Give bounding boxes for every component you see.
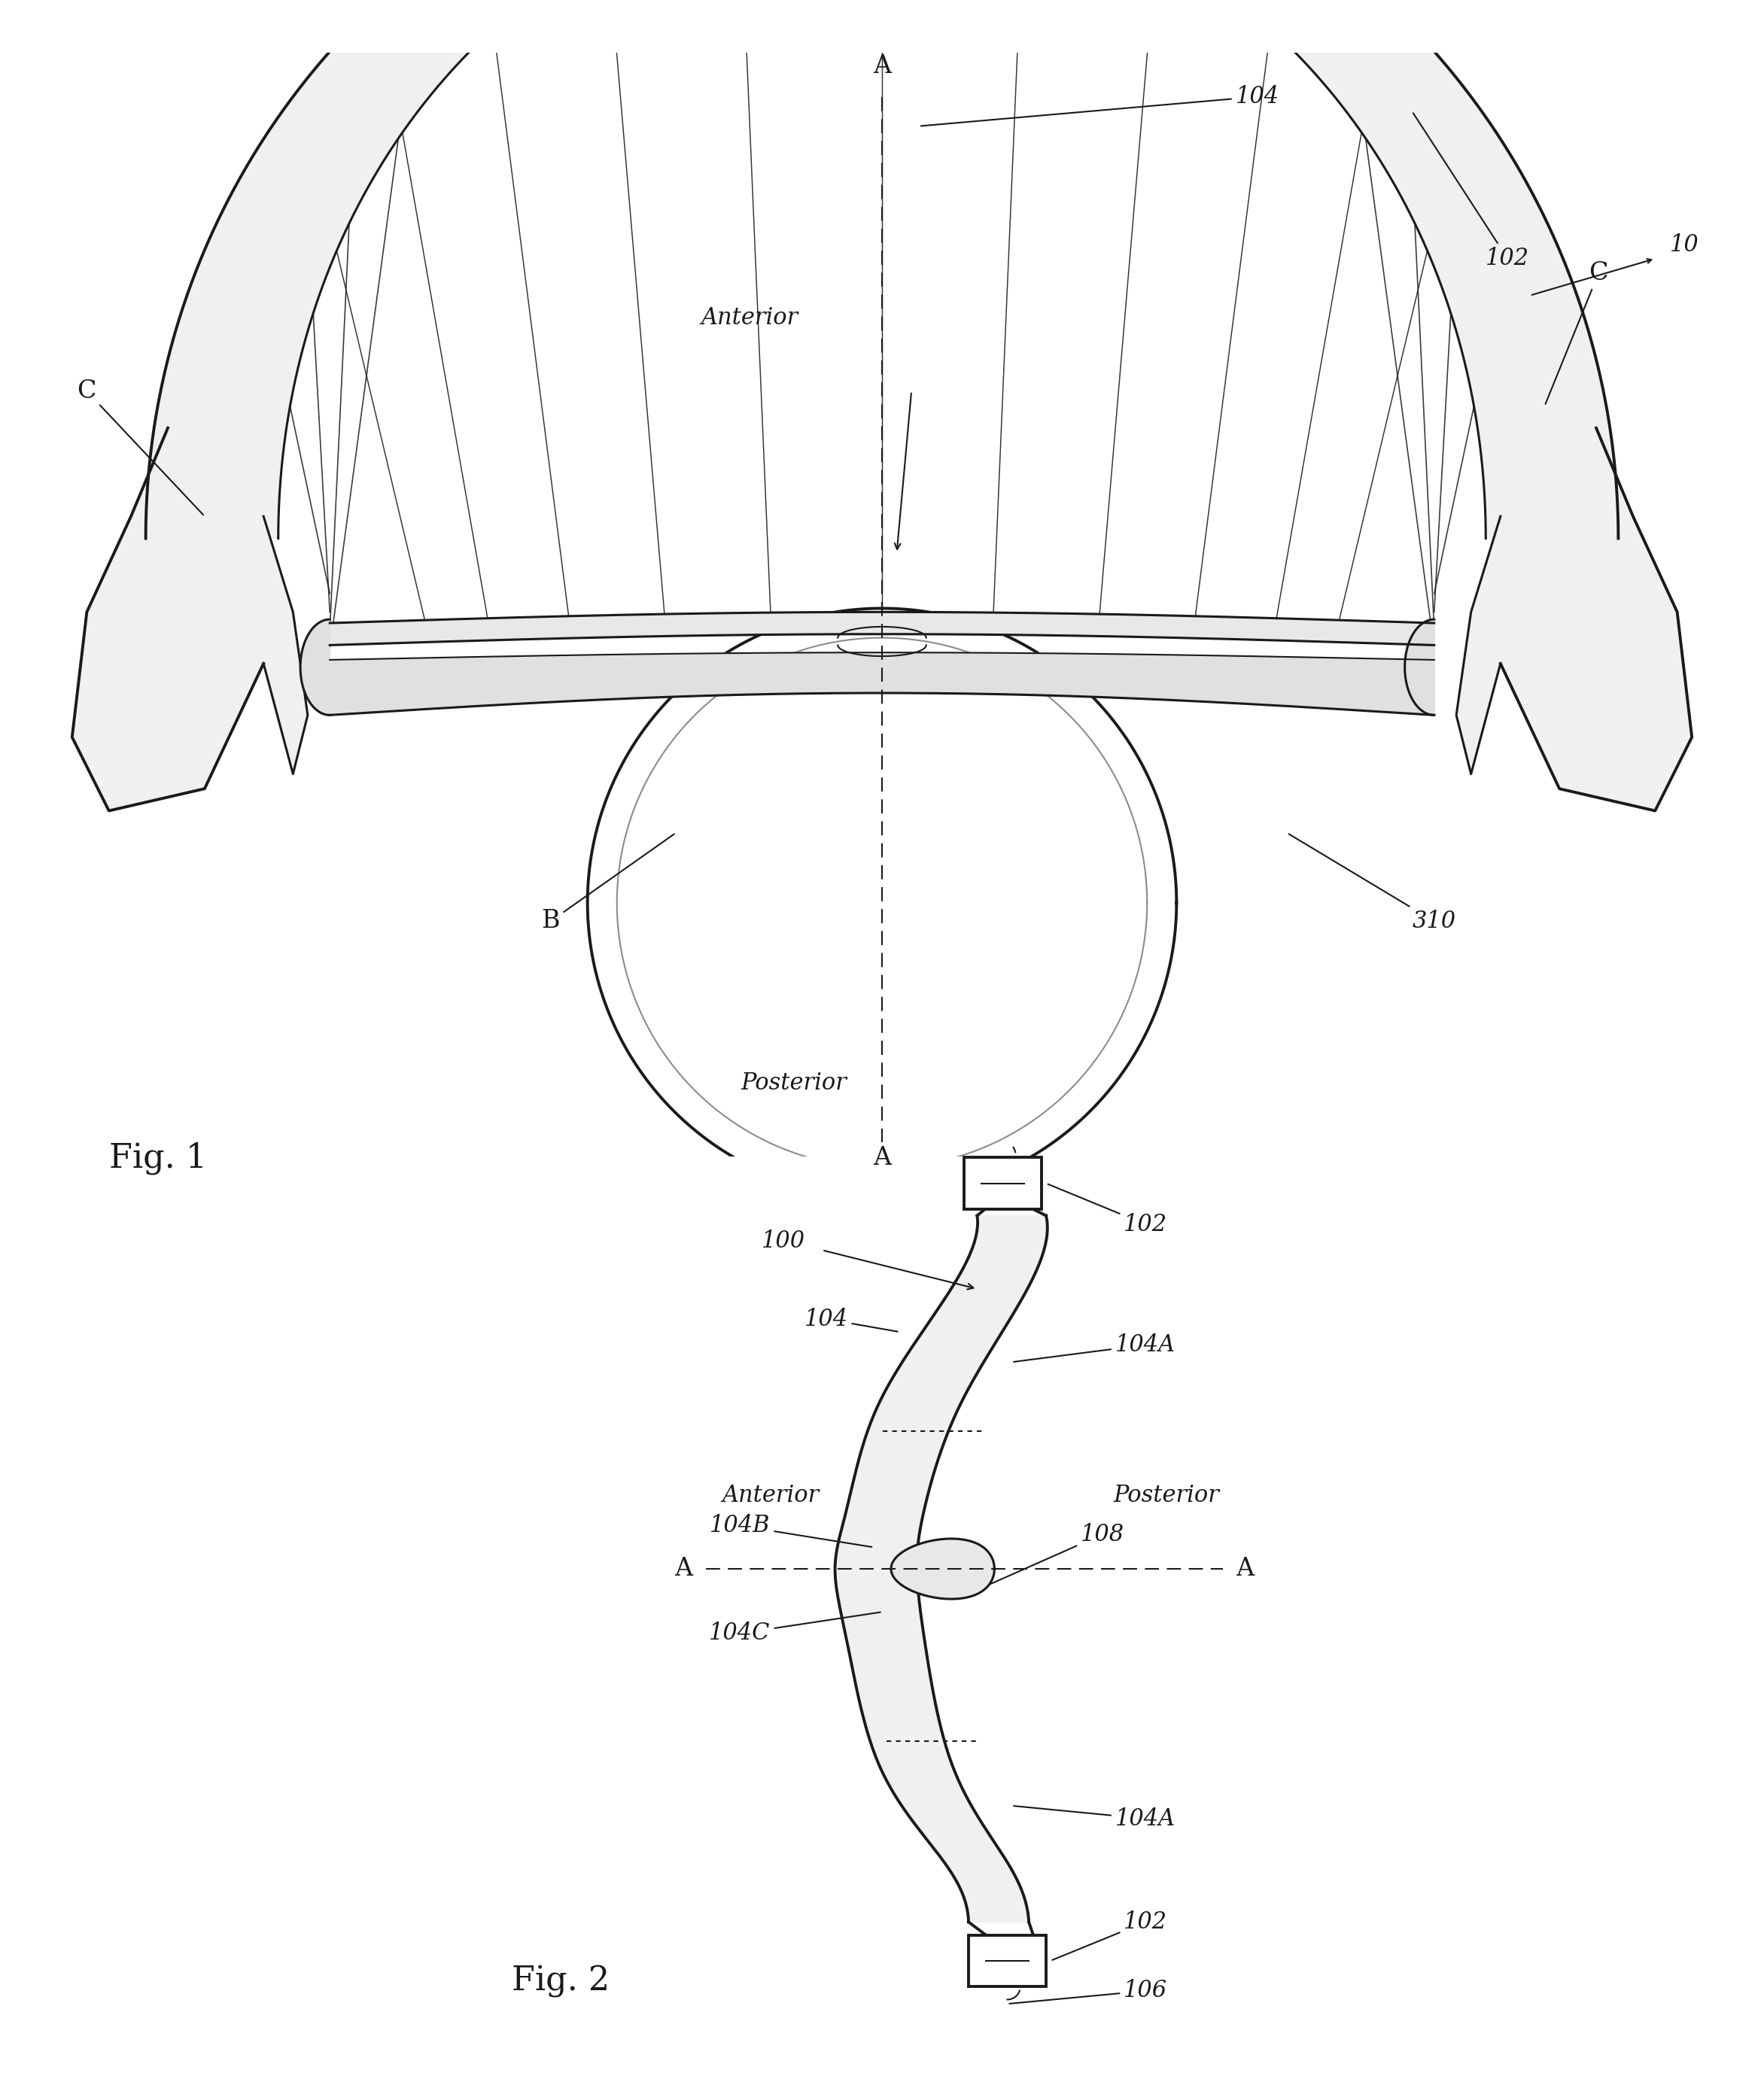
Text: 102: 102 (1048, 1184, 1168, 1236)
Text: 106: 106 (1009, 1979, 1168, 2004)
Text: 104A: 104A (1014, 1332, 1175, 1362)
Text: Posterior: Posterior (1113, 1485, 1219, 1507)
Polygon shape (330, 613, 1434, 644)
Text: 102: 102 (1053, 1910, 1168, 1960)
Text: A: A (1235, 1557, 1254, 1580)
Text: A: A (873, 1147, 891, 1170)
Text: Fig. 2: Fig. 2 (512, 1964, 610, 1997)
Text: Anterior: Anterior (721, 1485, 818, 1507)
Text: Posterior: Posterior (741, 1072, 847, 1095)
Text: Fig. 1: Fig. 1 (109, 1143, 206, 1174)
Polygon shape (72, 427, 307, 811)
Text: 104: 104 (921, 85, 1279, 125)
Text: C: C (78, 379, 203, 515)
FancyBboxPatch shape (968, 1935, 1046, 1987)
Polygon shape (300, 619, 330, 715)
Text: 104: 104 (804, 1307, 898, 1332)
Text: 108: 108 (988, 1522, 1124, 1585)
Polygon shape (834, 1216, 1048, 1922)
Text: 100: 100 (760, 1230, 804, 1253)
Polygon shape (891, 1539, 995, 1599)
Text: Anterior: Anterior (700, 306, 797, 329)
Text: B: B (542, 834, 674, 934)
Text: 104C: 104C (709, 1612, 880, 1645)
Text: 102: 102 (1413, 113, 1529, 271)
Polygon shape (1457, 427, 1692, 811)
Text: 104B: 104B (709, 1514, 871, 1547)
Text: A: A (674, 1557, 693, 1580)
Text: C: C (1545, 261, 1609, 404)
Text: 10: 10 (1671, 234, 1699, 256)
Text: A: A (873, 54, 891, 79)
Text: 310: 310 (1289, 834, 1455, 932)
Text: 104A: 104A (1014, 1806, 1175, 1831)
Polygon shape (146, 0, 1618, 538)
Polygon shape (587, 609, 1177, 1197)
Polygon shape (330, 653, 1434, 715)
FancyBboxPatch shape (965, 1157, 1043, 1209)
Polygon shape (1404, 619, 1434, 715)
